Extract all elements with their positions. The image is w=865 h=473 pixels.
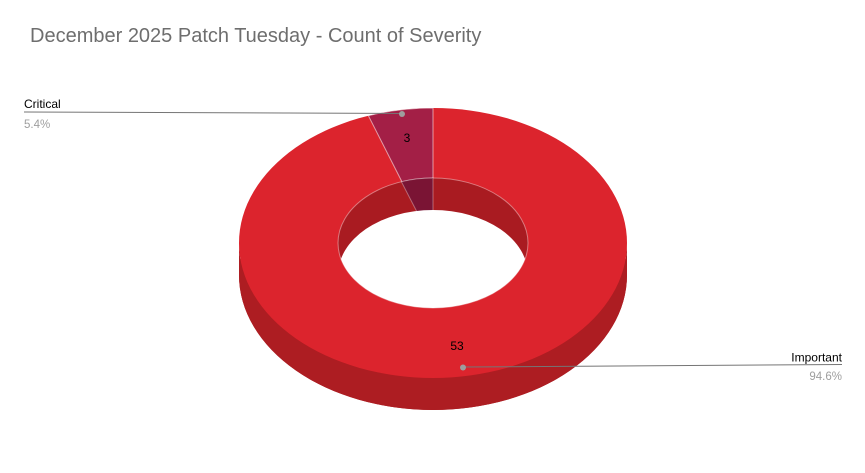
important-callout: Important 94.6% xyxy=(460,351,843,383)
important-callout-line xyxy=(462,364,843,368)
critical-percentage: 5.4% xyxy=(24,119,50,131)
critical-value-label: 3 xyxy=(404,131,411,145)
critical-callout-line xyxy=(23,111,401,114)
important-percentage: 94.6% xyxy=(809,371,842,383)
critical-label: Critical xyxy=(24,97,61,111)
important-value-label: 53 xyxy=(450,339,464,353)
critical-callout: Critical 5.4% xyxy=(23,97,405,131)
critical-callout-dot xyxy=(399,111,405,117)
important-callout-dot xyxy=(460,364,466,371)
important-slice-side-wall[interactable] xyxy=(239,243,627,410)
chart-title: December 2025 Patch Tuesday - Count of S… xyxy=(30,25,482,47)
important-label: Important xyxy=(791,351,842,365)
